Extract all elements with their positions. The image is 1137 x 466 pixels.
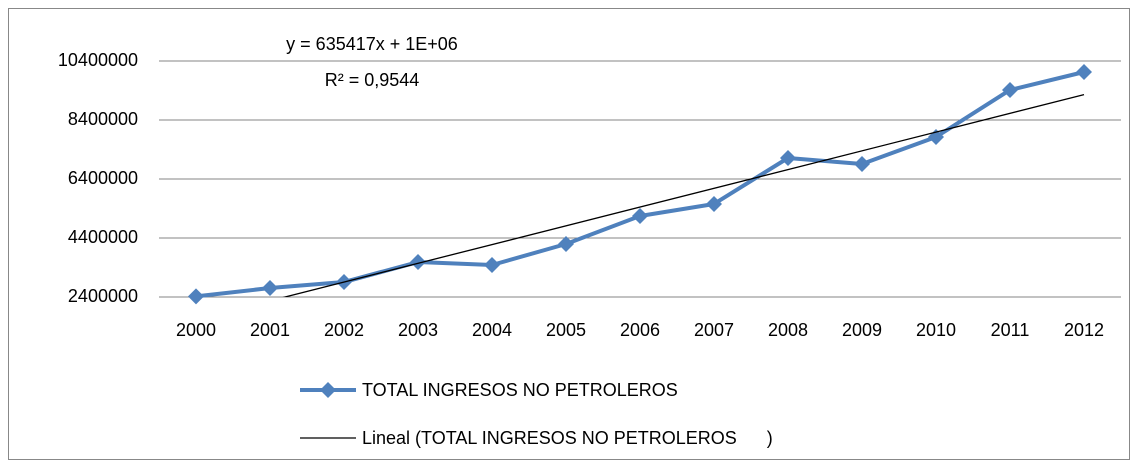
point-marker [854,156,870,173]
point-marker [262,280,278,297]
legend-label: Lineal (TOTAL INGRESOS NO PETROLEROS ) [362,428,773,448]
y-tick-label: 6400000 [68,168,138,188]
point-marker [1076,64,1092,81]
x-tick-label: 2008 [768,320,808,340]
x-tick-label: 2012 [1064,320,1104,340]
x-tick-label: 2010 [916,320,956,340]
x-tick-label: 2003 [398,320,438,340]
x-tick-label: 2004 [472,320,512,340]
point-marker [484,256,500,273]
point-marker [410,254,426,271]
x-tick-label: 2009 [842,320,882,340]
x-tick-label: 2011 [991,320,1030,340]
legend-marker [320,382,336,398]
point-marker [558,235,574,252]
trendline [282,93,1085,297]
point-marker [1002,81,1018,98]
chart-border [8,8,1130,460]
y-tick-label: 8400000 [68,109,138,129]
legend-label: TOTAL INGRESOS NO PETROLEROS [362,380,678,400]
y-tick-label: 10400000 [58,50,138,70]
point-marker [780,149,796,166]
point-marker [632,207,648,224]
trend-r-squared: R² = 0,9544 [325,70,420,90]
point-marker [188,288,204,305]
x-tick-label: 2006 [620,320,660,340]
y-tick-label: 4400000 [68,227,138,247]
x-tick-label: 2000 [176,320,216,340]
x-tick-label: 2005 [546,320,586,340]
x-tick-label: 2007 [694,320,734,340]
trend-equation: y = 635417x + 1E+06 [286,34,458,54]
y-tick-label: 2400000 [68,286,138,306]
x-tick-label: 2001 [250,320,290,340]
trendline-group [282,93,1085,297]
x-tick-label: 2002 [324,320,364,340]
point-marker [706,195,722,212]
